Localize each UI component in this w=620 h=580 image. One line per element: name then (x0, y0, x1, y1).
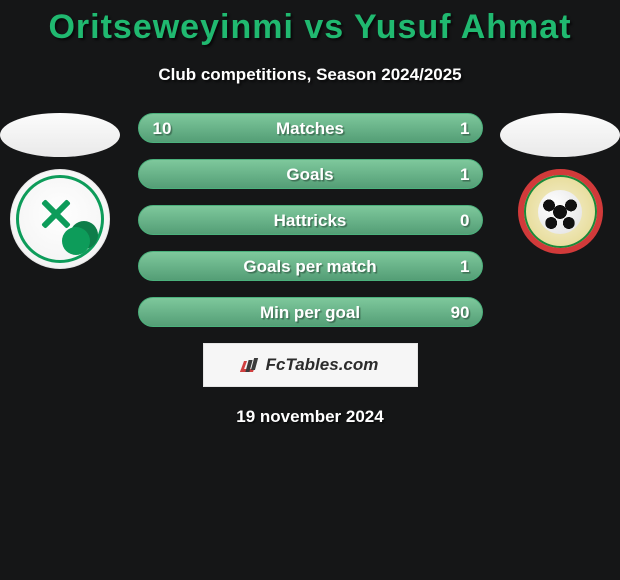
stat-label: Min per goal (139, 298, 482, 327)
stat-row-min-per-goal: Min per goal 90 (138, 297, 483, 327)
stat-label: Goals (139, 160, 482, 189)
stat-label: Goals per match (139, 252, 482, 281)
player-left-placeholder (0, 113, 120, 157)
stat-row-goals: Goals 1 (138, 159, 483, 189)
player-right-block (500, 113, 620, 254)
stat-row-goals-per-match: Goals per match 1 (138, 251, 483, 281)
stat-label: Matches (139, 114, 482, 143)
club-badge-right (518, 169, 603, 254)
stat-right-value: 1 (460, 252, 469, 281)
stat-row-matches: 10 Matches 1 (138, 113, 483, 143)
club-badge-left (10, 169, 110, 269)
stat-right-value: 1 (460, 114, 469, 143)
logo-text: FcTables.com (266, 355, 379, 375)
badge-left-decoration (38, 197, 74, 233)
player-left-block (0, 113, 120, 269)
comparison-content: 10 Matches 1 Goals 1 Hattricks 0 Goals p… (0, 113, 620, 427)
player-right-placeholder (500, 113, 620, 157)
report-date: 19 november 2024 (0, 407, 620, 427)
stat-right-value: 90 (451, 298, 470, 327)
subtitle: Club competitions, Season 2024/2025 (0, 65, 620, 85)
stat-right-value: 1 (460, 160, 469, 189)
page-title: Oritseweyinmi vs Yusuf Ahmat (0, 0, 620, 47)
stat-row-hattricks: Hattricks 0 (138, 205, 483, 235)
stats-bars: 10 Matches 1 Goals 1 Hattricks 0 Goals p… (138, 113, 483, 327)
chart-icon (242, 358, 260, 372)
source-logo: FcTables.com (203, 343, 418, 387)
stat-right-value: 0 (460, 206, 469, 235)
stat-label: Hattricks (139, 206, 482, 235)
